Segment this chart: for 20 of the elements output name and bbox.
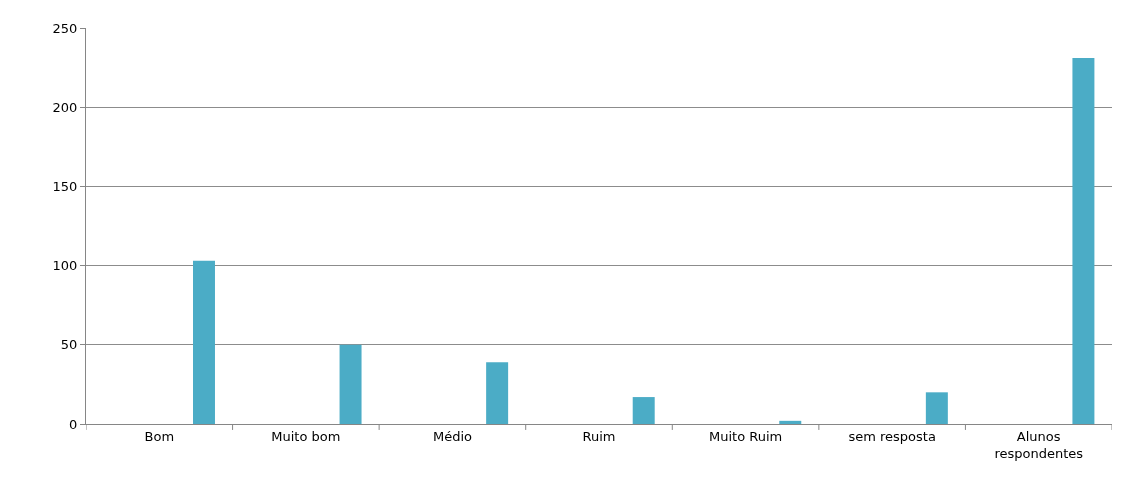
bar (486, 362, 509, 424)
bar (779, 420, 802, 424)
bar (632, 397, 655, 424)
x-tick-label: sem resposta (848, 428, 936, 444)
bar (925, 392, 948, 424)
x-tick-label: Alunos respondentes (994, 428, 1084, 461)
x-tick-label: Muito Ruim (708, 428, 783, 444)
y-tick-label: 100 (52, 258, 78, 274)
y-tick-label: 200 (52, 99, 78, 115)
x-tick-label: Médio (432, 428, 472, 444)
y-tick-label: 0 (69, 416, 78, 432)
y-tick-label: 50 (60, 337, 78, 353)
y-tick-label: 250 (52, 20, 78, 36)
x-tick-label: Bom (144, 428, 175, 444)
bar (193, 260, 215, 424)
x-tick-label: Ruim (582, 428, 616, 444)
bar (1072, 58, 1095, 424)
bar (339, 344, 362, 424)
x-tick-label: Muito bom (271, 428, 341, 444)
y-tick-label: 150 (52, 178, 78, 194)
